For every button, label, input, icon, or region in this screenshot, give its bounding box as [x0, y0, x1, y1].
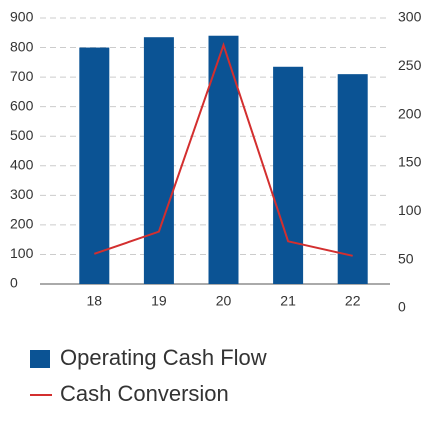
y-tick-label: 400	[10, 156, 34, 172]
y-tick-label: 600	[10, 97, 34, 113]
y2-tick-label: 250	[398, 57, 422, 73]
bar	[337, 74, 368, 285]
bar	[79, 47, 110, 284]
y-tick-label: 100	[10, 245, 34, 261]
x-tick-label: 18	[87, 293, 103, 309]
legend-swatch	[30, 350, 50, 368]
x-tick-label: 22	[345, 293, 361, 309]
y2-tick-label: 100	[398, 202, 422, 218]
legend-label: Operating Cash Flow	[60, 345, 267, 370]
bar	[273, 66, 304, 285]
y-tick-label: 800	[10, 38, 34, 54]
x-tick-label: 21	[280, 293, 296, 309]
y2-tick-label: 50	[398, 250, 414, 266]
y-tick-label: 0	[10, 275, 18, 291]
y-tick-label: 200	[10, 216, 34, 232]
legend: Operating Cash Flow Cash Conversion	[30, 345, 267, 406]
y-tick-label: 500	[10, 127, 34, 143]
y-tick-label: 900	[10, 9, 34, 25]
y-tick-label: 700	[10, 68, 34, 84]
x-tick-label: 20	[216, 293, 232, 309]
y2-tick-label: 300	[398, 9, 422, 25]
legend-label: Cash Conversion	[60, 381, 229, 406]
bar	[143, 37, 174, 284]
x-tick-label: 19	[151, 293, 167, 309]
y2-tick-label: 150	[398, 154, 422, 170]
y2-tick-label: 200	[398, 105, 422, 121]
line	[93, 41, 353, 257]
y-tick-label: 300	[10, 186, 34, 202]
y2-tick-label: 0	[398, 299, 406, 315]
